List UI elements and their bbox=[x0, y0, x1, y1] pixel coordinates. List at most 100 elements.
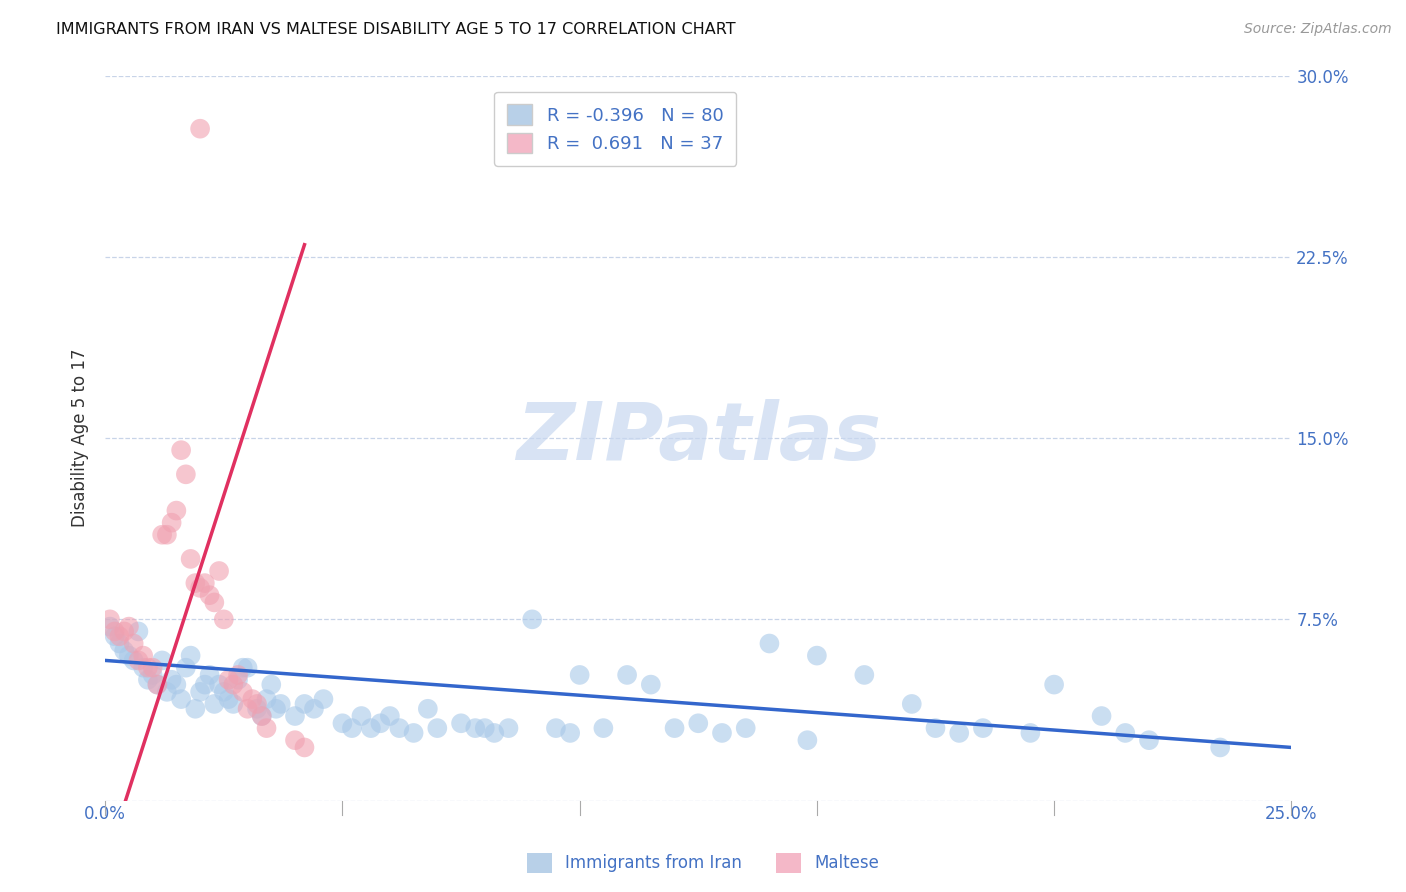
Legend: Immigrants from Iran, Maltese: Immigrants from Iran, Maltese bbox=[520, 847, 886, 880]
Point bbox=[127, 653, 149, 667]
Point bbox=[218, 692, 240, 706]
Point bbox=[370, 716, 392, 731]
Point bbox=[104, 629, 127, 643]
Point bbox=[146, 677, 169, 691]
Point bbox=[98, 612, 121, 626]
Point bbox=[402, 726, 425, 740]
Point bbox=[560, 726, 582, 740]
Point bbox=[212, 685, 235, 699]
Point bbox=[136, 661, 159, 675]
Point bbox=[194, 576, 217, 591]
Point bbox=[118, 619, 141, 633]
Point bbox=[464, 721, 486, 735]
Point bbox=[544, 721, 567, 735]
Point bbox=[246, 697, 269, 711]
Point bbox=[806, 648, 828, 663]
Point bbox=[264, 702, 287, 716]
Point bbox=[160, 516, 183, 530]
Point bbox=[484, 726, 506, 740]
Point bbox=[180, 552, 202, 566]
Point bbox=[256, 721, 278, 735]
Point bbox=[236, 702, 259, 716]
Point bbox=[246, 702, 269, 716]
Point bbox=[112, 644, 135, 658]
Point bbox=[616, 668, 638, 682]
Point bbox=[498, 721, 520, 735]
Point bbox=[122, 653, 145, 667]
Point bbox=[202, 697, 225, 711]
Point bbox=[202, 595, 225, 609]
Point bbox=[664, 721, 686, 735]
Point bbox=[180, 648, 202, 663]
Text: ZIPatlas: ZIPatlas bbox=[516, 399, 880, 477]
Point bbox=[136, 673, 159, 687]
Point bbox=[688, 716, 710, 731]
Point bbox=[142, 661, 165, 675]
Point bbox=[1114, 726, 1136, 740]
Point bbox=[132, 648, 155, 663]
Point bbox=[104, 624, 127, 639]
Point bbox=[1137, 733, 1160, 747]
Point bbox=[226, 668, 249, 682]
Point bbox=[108, 636, 131, 650]
Point bbox=[232, 685, 254, 699]
Point bbox=[350, 709, 373, 723]
Point bbox=[146, 677, 169, 691]
Point bbox=[388, 721, 411, 735]
Point bbox=[332, 716, 354, 731]
Point bbox=[256, 692, 278, 706]
Point bbox=[184, 702, 207, 716]
Point bbox=[188, 121, 211, 136]
Point bbox=[260, 677, 283, 691]
Point bbox=[758, 636, 780, 650]
Point bbox=[711, 726, 734, 740]
Point bbox=[522, 612, 544, 626]
Legend: R = -0.396   N = 80, R =  0.691   N = 37: R = -0.396 N = 80, R = 0.691 N = 37 bbox=[495, 92, 737, 166]
Point bbox=[188, 581, 211, 595]
Point bbox=[250, 709, 273, 723]
Point bbox=[1019, 726, 1042, 740]
Point bbox=[900, 697, 922, 711]
Point bbox=[270, 697, 292, 711]
Point bbox=[194, 677, 217, 691]
Point bbox=[568, 668, 591, 682]
Point bbox=[250, 709, 273, 723]
Point bbox=[360, 721, 382, 735]
Point bbox=[150, 653, 173, 667]
Point bbox=[640, 677, 662, 691]
Point bbox=[972, 721, 994, 735]
Point bbox=[340, 721, 363, 735]
Point bbox=[212, 612, 235, 626]
Point bbox=[98, 619, 121, 633]
Point bbox=[170, 443, 193, 458]
Point bbox=[132, 661, 155, 675]
Point bbox=[156, 527, 179, 541]
Point bbox=[174, 661, 197, 675]
Point bbox=[165, 503, 187, 517]
Point bbox=[853, 668, 876, 682]
Point bbox=[924, 721, 946, 735]
Point bbox=[232, 661, 254, 675]
Point bbox=[294, 697, 316, 711]
Point bbox=[734, 721, 756, 735]
Point bbox=[218, 673, 240, 687]
Point bbox=[118, 648, 141, 663]
Point bbox=[796, 733, 818, 747]
Point bbox=[312, 692, 335, 706]
Point bbox=[208, 564, 231, 578]
Point bbox=[165, 677, 187, 691]
Point bbox=[222, 677, 245, 691]
Point bbox=[284, 733, 307, 747]
Point bbox=[450, 716, 472, 731]
Point bbox=[198, 588, 221, 602]
Point bbox=[174, 467, 197, 482]
Point bbox=[142, 668, 165, 682]
Point bbox=[474, 721, 496, 735]
Point bbox=[198, 668, 221, 682]
Point bbox=[160, 673, 183, 687]
Point bbox=[108, 629, 131, 643]
Point bbox=[948, 726, 970, 740]
Text: Source: ZipAtlas.com: Source: ZipAtlas.com bbox=[1244, 22, 1392, 37]
Point bbox=[226, 673, 249, 687]
Point bbox=[284, 709, 307, 723]
